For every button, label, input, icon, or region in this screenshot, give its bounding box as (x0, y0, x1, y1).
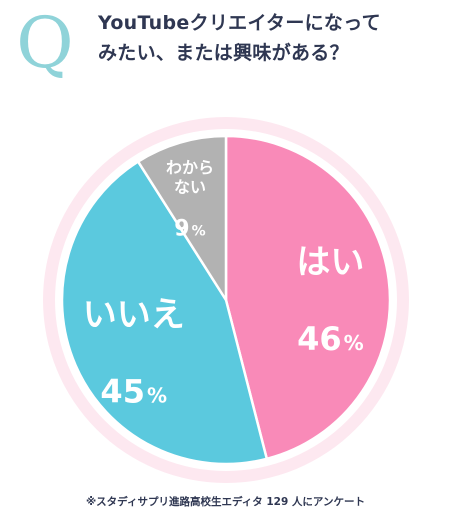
slice-label-2-line-0: わから (166, 158, 214, 177)
q-mark: Q (16, 2, 74, 84)
slice-label-0-line-0: はい (296, 243, 364, 283)
slice-label-1-line-0: いいえ (83, 295, 185, 335)
question-title: YouTubeクリエイターになって みたい、または興味がある？ (98, 8, 443, 68)
slice-percent-sign-2: % (192, 223, 206, 239)
question-line-2: みたい、または興味がある？ (98, 42, 349, 64)
slice-label-2-line-1: ない (174, 177, 206, 196)
slice-percent-sign-1: % (147, 383, 167, 407)
slice-value-0: 46% (297, 320, 364, 358)
pie-slice-0 (224, 134, 392, 461)
pie-slice-2 (136, 134, 228, 302)
slice-percent-sign-0: % (344, 331, 364, 355)
survey-footnote: ※スタディサプリ進路高校生エディタ 129 人にアンケート (85, 496, 366, 508)
question-line-1: YouTubeクリエイターになって (98, 12, 381, 34)
pie-slice-1 (60, 160, 269, 466)
